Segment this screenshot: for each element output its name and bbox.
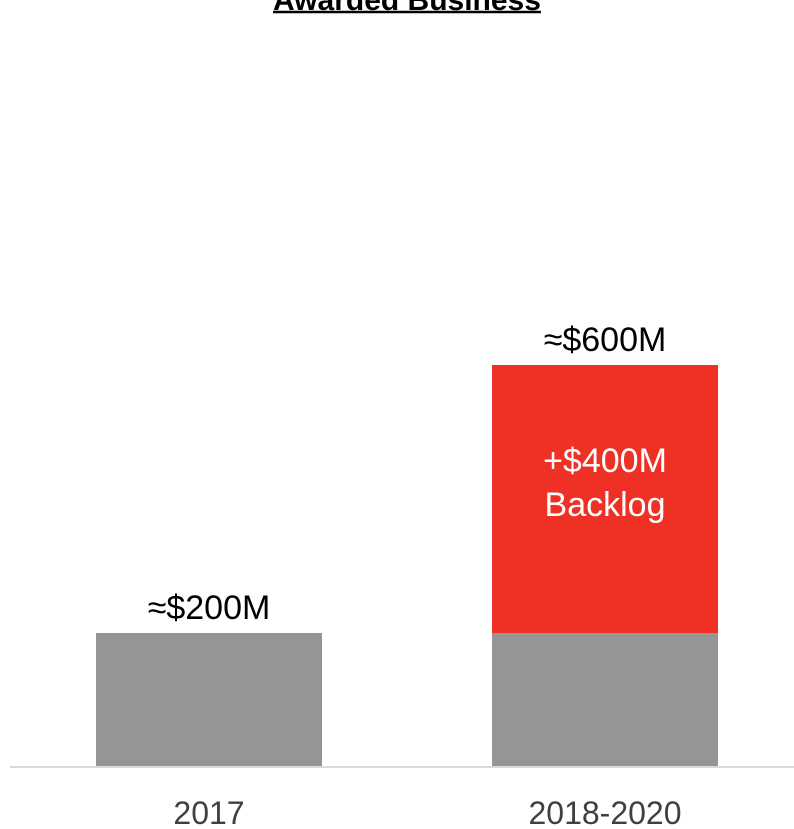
- labels-layer: ≈$200M 2017 +$400M Backlog ≈$600M 2018-2020: [148, 321, 682, 829]
- total-label-2018-2020: ≈$600M: [544, 321, 667, 359]
- bars-layer: [96, 365, 718, 767]
- x-tick-label-2018-2020: 2018-2020: [528, 795, 681, 829]
- segment-label-line-2: Backlog: [545, 486, 666, 524]
- bar-segment-backlog-2018-2020: [492, 365, 718, 633]
- chart-title: Awarded Business: [273, 0, 541, 17]
- bar-segment-base-2017: [96, 633, 322, 767]
- x-tick-label-2017: 2017: [173, 795, 244, 829]
- total-label-2017: ≈$200M: [148, 589, 271, 627]
- bar-segment-base-2018-2020: [492, 633, 718, 767]
- segment-label-line-1: +$400M: [543, 442, 667, 480]
